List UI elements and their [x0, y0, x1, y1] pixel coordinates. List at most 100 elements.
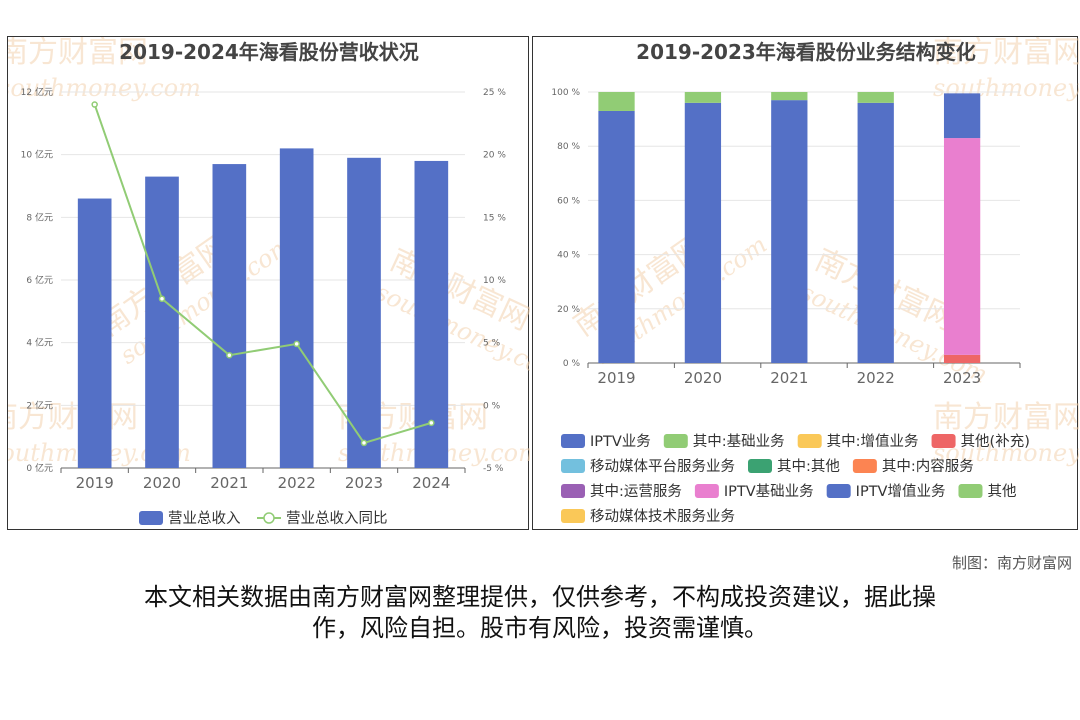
- stacked-bar-segment: [943, 93, 981, 139]
- revenue-bar: [212, 164, 247, 469]
- y-left-tick-label: 10 亿元: [21, 149, 53, 161]
- y-left-tick-label: 2 亿元: [26, 399, 53, 411]
- yoy-growth-point: [428, 419, 435, 427]
- x-tick-label: 2020: [684, 369, 722, 387]
- revenue-bar: [347, 157, 381, 469]
- y-right-tick-label: -5 %: [483, 464, 504, 474]
- x-tick-label: 2022: [278, 474, 316, 492]
- legend-label: 其中:基础业务: [693, 433, 785, 450]
- legend-swatch: [663, 434, 688, 448]
- x-tick-label: 2020: [143, 474, 181, 492]
- legend-label-revenue: 营业总收入: [168, 510, 241, 527]
- stacked-bar-segment: [943, 354, 981, 363]
- x-tick-label: 2021: [770, 369, 808, 387]
- revenue-chart-panel: 南方财富网southmoney.com南方财富网southmoney.com南方…: [7, 36, 530, 530]
- yoy-growth-point: [91, 101, 98, 108]
- stacked-bar-segment: [598, 92, 635, 111]
- revenue-bar: [279, 148, 314, 468]
- watermark-cn: 南方财富网: [933, 400, 1079, 435]
- legend-swatch: [561, 434, 585, 448]
- legend-label: IPTV业务: [590, 433, 651, 450]
- stacked-bar-segment: [598, 110, 635, 363]
- legend-label: IPTV增值业务: [856, 483, 946, 500]
- legend-label: 其他: [987, 483, 1016, 500]
- chart-title: 2019-2024年海看股份营收状况: [119, 40, 419, 64]
- y-tick-label: 20 %: [557, 305, 580, 315]
- y-right-tick-label: 20 %: [483, 151, 506, 161]
- y-left-tick-label: 4 亿元: [26, 337, 53, 349]
- legend-label: 其中:内容服务: [882, 458, 974, 475]
- legend-swatch: [958, 484, 983, 498]
- legend-swatch: [561, 484, 585, 498]
- watermark-cn: 南方财富网: [8, 37, 148, 70]
- business-structure-chart-panel: 南方财富网southmoney.com南方财富网southmoney.com南方…: [532, 36, 1079, 530]
- disclaimer-line-2: 作，风险自担。股市有风险，投资需谨慎。: [312, 614, 768, 642]
- business-structure-chart: 南方财富网southmoney.com南方财富网southmoney.com南方…: [551, 37, 1079, 525]
- y-tick-label: 60 %: [557, 196, 580, 206]
- x-tick-label: 2019: [597, 369, 635, 387]
- disclaimer-line-1: 本文相关数据由南方财富网整理提供，仅供参考，不构成投资建议，据此操: [144, 583, 936, 611]
- legend-swatch: [561, 509, 585, 523]
- y-right-tick-label: 15 %: [483, 213, 506, 223]
- legend-swatch: [931, 434, 956, 448]
- revenue-chart: 南方财富网southmoney.com南方财富网southmoney.com南方…: [8, 37, 530, 527]
- stacked-bar-segment: [857, 102, 894, 363]
- y-left-tick-label: 0 亿元: [26, 462, 53, 474]
- y-tick-label: 100 %: [551, 88, 580, 98]
- legend-swatch: [797, 434, 822, 448]
- legend-label: 其中:增值业务: [827, 433, 919, 450]
- watermark-en: southmoney.com: [8, 74, 201, 102]
- legend-swatch: [826, 484, 851, 498]
- y-tick-label: 80 %: [557, 142, 580, 152]
- watermark-en: southmoney.com: [933, 439, 1079, 467]
- chart-credit: 制图：南方财富网: [951, 554, 1072, 572]
- y-right-tick-label: 5 %: [483, 339, 501, 349]
- x-tick-label: 2023: [345, 474, 383, 492]
- legend-label: IPTV基础业务: [724, 483, 814, 500]
- legend-label-yoy: 营业总收入同比: [286, 510, 388, 527]
- stacked-bar-segment: [943, 138, 981, 355]
- stacked-bar-segment: [684, 92, 722, 103]
- legend-swatch: [747, 459, 772, 473]
- x-tick-label: 2024: [412, 474, 450, 492]
- y-left-tick-label: 12 亿元: [21, 86, 53, 98]
- stacked-bar-segment: [771, 100, 808, 363]
- y-left-tick-label: 8 亿元: [26, 211, 53, 223]
- y-right-tick-label: 0 %: [483, 401, 501, 411]
- yoy-growth-point: [293, 340, 300, 348]
- revenue-bar: [77, 198, 112, 469]
- legend-label: 其他(补充): [961, 433, 1030, 450]
- chart-title: 2019-2023年海看股份业务结构变化: [636, 40, 976, 64]
- legend-label: 移动媒体技术服务业务: [590, 508, 735, 525]
- legend-label: 其中:其他: [777, 458, 840, 475]
- x-tick-label: 2019: [76, 474, 114, 492]
- legend-label: 其中:运营服务: [590, 483, 682, 500]
- yoy-growth-point: [226, 351, 233, 359]
- y-left-tick-label: 6 亿元: [26, 274, 53, 286]
- legend-swatch-yoy-marker: [263, 512, 275, 524]
- y-right-tick-label: 25 %: [483, 88, 506, 98]
- revenue-bar: [414, 160, 449, 468]
- yoy-growth-point: [158, 295, 166, 303]
- x-tick-label: 2023: [943, 369, 981, 387]
- legend-swatch-revenue: [139, 511, 163, 525]
- stacked-bar-segment: [857, 92, 894, 103]
- stacked-bar-segment: [771, 92, 808, 101]
- y-tick-label: 40 %: [557, 251, 580, 261]
- watermark: 南方财富网 southmoney.com: [8, 37, 201, 102]
- y-tick-label: 0 %: [563, 359, 581, 369]
- y-right-tick-label: 10 %: [483, 276, 506, 286]
- legend-label: 移动媒体平台服务业务: [590, 458, 735, 475]
- revenue-bar: [145, 176, 179, 468]
- disclaimer-text: 本文相关数据由南方财富网整理提供，仅供参考，不构成投资建议，据此操 作，风险自担…: [80, 582, 1000, 644]
- legend-swatch: [852, 459, 877, 473]
- x-tick-label: 2021: [210, 474, 248, 492]
- yoy-growth-line: [93, 104, 432, 445]
- legend-swatch: [694, 484, 719, 498]
- x-tick-label: 2022: [857, 369, 895, 387]
- stacked-bar-segment: [684, 102, 722, 363]
- watermark-cn: 南方财富网: [933, 37, 1079, 70]
